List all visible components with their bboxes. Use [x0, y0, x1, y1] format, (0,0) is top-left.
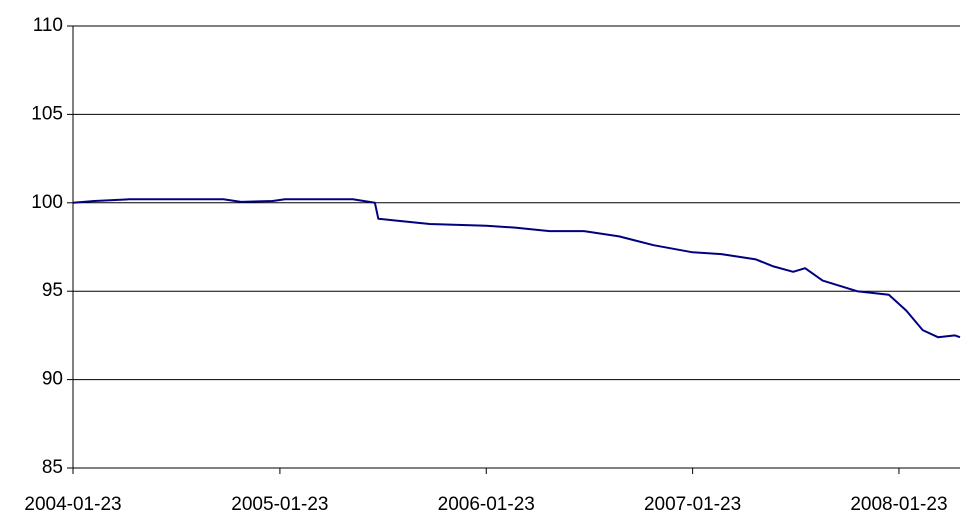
y-tick-label: 110 [33, 15, 63, 36]
y-tick-label: 95 [42, 280, 63, 301]
y-tick-label: 90 [42, 369, 63, 390]
y-tick-label: 105 [31, 103, 63, 124]
line-series [72, 198, 961, 339]
x-tick-label: 2008-01-23 [850, 494, 947, 515]
x-tick-label: 2004-01-23 [24, 494, 121, 515]
y-tick-label: 100 [31, 192, 63, 213]
x-tick-label: 2007-01-23 [644, 494, 741, 515]
x-tick-label: 2006-01-23 [438, 494, 535, 515]
y-tick-label: 85 [42, 457, 63, 478]
x-tick-label: 2005-01-23 [231, 494, 328, 515]
